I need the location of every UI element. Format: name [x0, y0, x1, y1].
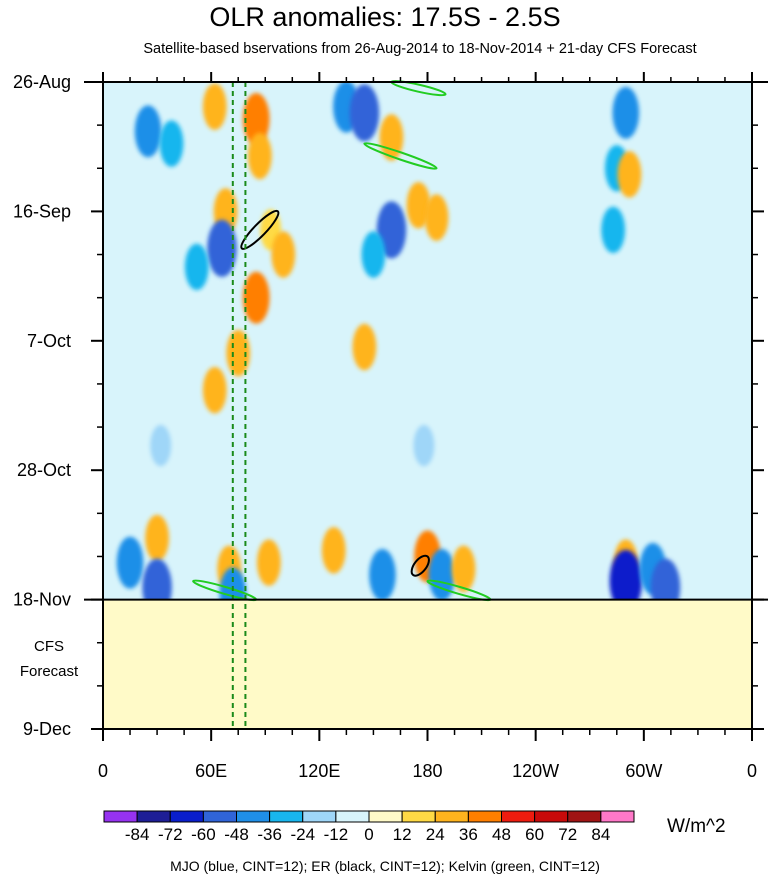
- anomaly-cell: [379, 114, 404, 161]
- anomaly-cell: [247, 132, 272, 180]
- colorbar: -84 -72 -60 -48 -36 -24 -12 0 12 24 36 48 60 72 84: [103, 810, 635, 844]
- colorbar-swatch: [434, 810, 469, 823]
- anomaly-cell: [145, 514, 169, 562]
- observation-background: [103, 82, 752, 600]
- er-contour: [240, 209, 280, 250]
- forecast-label: CFS: [34, 638, 64, 655]
- colorbar-swatch: [103, 810, 138, 823]
- x-tick-label: 60E: [195, 761, 227, 781]
- anomaly-cell: [202, 83, 227, 130]
- anomaly-cell: [159, 120, 184, 167]
- colorbar-level-label: -12: [324, 825, 349, 844]
- anomaly-cell: [352, 323, 377, 371]
- x-tick-label: 120W: [512, 761, 559, 781]
- colorbar-level-label: -48: [224, 825, 249, 844]
- x-tick-label: 60W: [625, 761, 662, 781]
- chart-subtitle: Satellite-based bservations from 26-Aug-…: [143, 41, 697, 57]
- anomaly-layer: [116, 82, 681, 600]
- colorbar-swatch: [600, 810, 635, 823]
- anomaly-cell: [242, 93, 270, 145]
- forecast-label: Forecast: [20, 663, 79, 680]
- colorbar-swatch: [534, 810, 569, 823]
- anomaly-cell: [650, 558, 681, 600]
- y-tick-label: 28-Oct: [17, 460, 71, 480]
- colorbar-swatch: [169, 810, 204, 823]
- colorbar-level-label: -36: [257, 825, 282, 844]
- colorbar-level-label: 24: [426, 825, 445, 844]
- anomaly-cell: [116, 536, 144, 589]
- colorbar-level-label: 12: [393, 825, 412, 844]
- colorbar-level-label: 36: [459, 825, 478, 844]
- colorbar-swatch: [236, 810, 271, 823]
- anomaly-cell: [376, 201, 407, 259]
- anomaly-cell: [256, 539, 281, 586]
- colorbar-swatch: [302, 810, 337, 823]
- anomaly-cell: [413, 424, 435, 467]
- anomaly-cell: [207, 219, 237, 277]
- y-tick-label: 26-Aug: [13, 72, 71, 92]
- colorbar-swatch: [335, 810, 370, 823]
- anomaly-cell: [271, 231, 296, 278]
- anomaly-cell: [226, 329, 251, 377]
- contour-legend-note: MJO (blue, CINT=12); ER (black, CINT=12)…: [170, 858, 600, 874]
- anomaly-cell: [150, 424, 172, 467]
- colorbar-level-label: -60: [191, 825, 216, 844]
- colorbar-swatch: [368, 810, 403, 823]
- colorbar-level-label: 0: [364, 825, 373, 844]
- colorbar-units: W/m^2: [667, 816, 726, 837]
- y-tick-label: 16-Sep: [13, 201, 71, 221]
- anomaly-cell: [617, 151, 642, 198]
- colorbar-swatch: [269, 810, 304, 823]
- x-tick-label: 0: [747, 761, 757, 781]
- colorbar-level-label: -72: [158, 825, 183, 844]
- anomaly-cell: [361, 231, 386, 278]
- anomaly-cell: [609, 549, 643, 600]
- anomaly-cell: [184, 243, 209, 291]
- colorbar-swatch: [401, 810, 436, 823]
- colorbar-level-label: 48: [492, 825, 511, 844]
- anomaly-cell: [601, 206, 626, 254]
- y-tick-label: 9-Dec: [23, 719, 71, 739]
- colorbar-swatch: [136, 810, 171, 823]
- anomaly-cell: [142, 558, 172, 600]
- y-tick-label: 7-Oct: [27, 331, 71, 351]
- colorbar-level-label: 84: [591, 825, 610, 844]
- anomaly-cell: [321, 527, 346, 574]
- colorbar-level-label: 72: [558, 825, 577, 844]
- colorbar-level-label: -24: [290, 825, 315, 844]
- anomaly-cell: [369, 549, 396, 600]
- x-tick-label: 0: [98, 761, 108, 781]
- anomaly-cell: [134, 105, 162, 158]
- anomaly-cell: [349, 84, 380, 142]
- anomaly-cell: [424, 194, 449, 241]
- x-tick-label: 120E: [298, 761, 340, 781]
- colorbar-swatch: [202, 810, 237, 823]
- axes: 0 60E 120E 180 120W 60W 0 26-Aug 16-Sep 7-Oct 28-O…: [13, 72, 764, 781]
- anomaly-cell: [428, 549, 456, 600]
- anomaly-cell: [406, 181, 431, 229]
- anomaly-cell: [202, 366, 227, 414]
- kelvin-contour: [363, 142, 438, 170]
- anomaly-cell: [242, 271, 270, 324]
- colorbar-level-label: 60: [525, 825, 544, 844]
- x-tick-label: 180: [412, 761, 442, 781]
- chart-title: OLR anomalies: 17.5S - 2.5S: [209, 2, 561, 32]
- colorbar-swatch: [501, 810, 536, 823]
- y-tick-label: 18-Nov: [13, 590, 71, 610]
- er-contour: [410, 554, 430, 577]
- anomaly-cell: [451, 545, 476, 593]
- colorbar-swatch: [467, 810, 502, 823]
- colorbar-level-label: -84: [125, 825, 150, 844]
- anomaly-cell: [612, 86, 640, 139]
- forecast-region: [103, 600, 752, 729]
- colorbar-swatch: [567, 810, 602, 823]
